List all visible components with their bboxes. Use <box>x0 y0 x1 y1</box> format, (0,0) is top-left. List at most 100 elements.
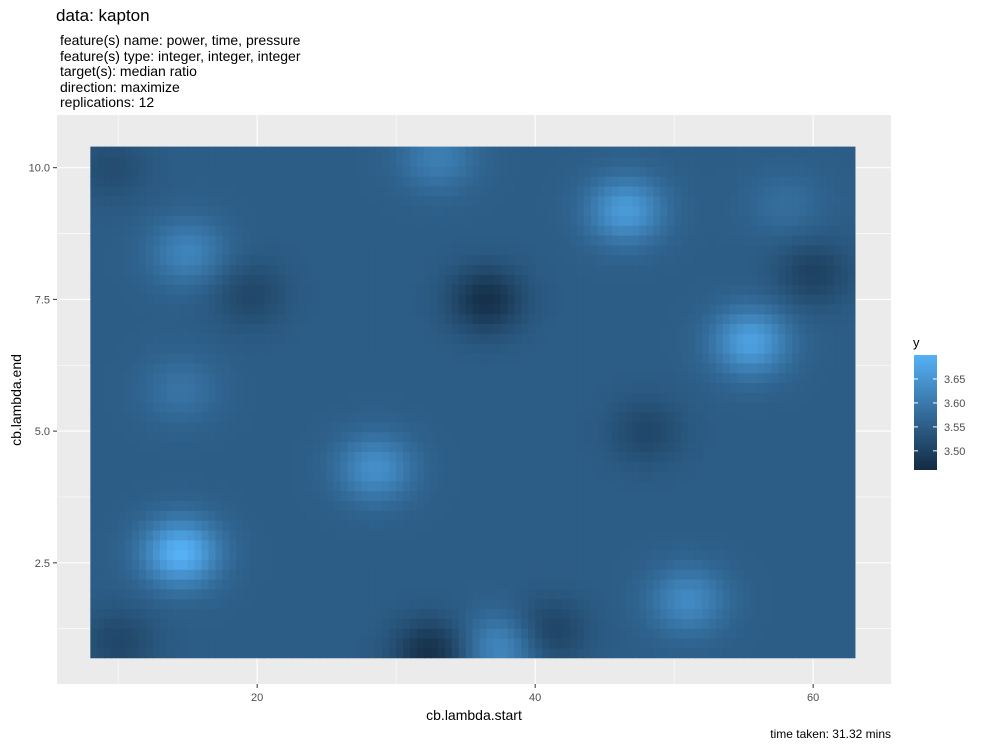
heatmap-cell <box>472 461 481 472</box>
heatmap-cell <box>507 156 515 167</box>
heatmap-cell <box>681 569 689 580</box>
heatmap-cell <box>750 539 759 551</box>
heatmap-cell <box>347 185 356 197</box>
heatmap-cell <box>305 431 314 443</box>
heatmap-cell <box>264 559 272 570</box>
heatmap-cell <box>611 628 620 639</box>
heatmap-cell <box>576 274 585 285</box>
heatmap-cell <box>556 451 564 462</box>
heatmap-cell <box>243 156 251 167</box>
heatmap-cell <box>569 372 578 384</box>
heatmap-cell <box>500 313 508 325</box>
heatmap-cell <box>229 313 237 325</box>
heatmap-cell <box>361 264 369 275</box>
heatmap-cell <box>653 490 661 502</box>
heatmap-cell <box>715 225 724 236</box>
heatmap-cell <box>729 402 738 413</box>
heatmap-cell <box>430 362 439 374</box>
heatmap-cell <box>430 225 439 236</box>
heatmap-cell <box>569 480 578 492</box>
heatmap-cell <box>201 185 210 197</box>
heatmap-cell <box>222 431 230 443</box>
heatmap-cell <box>236 195 244 207</box>
heatmap-cell <box>695 353 703 364</box>
heatmap-cell <box>660 372 668 384</box>
subtitle-line-feature-names: feature(s) name: power, time, pressure <box>60 32 301 48</box>
heatmap-cell <box>437 441 446 452</box>
heatmap-cell <box>653 559 661 570</box>
heatmap-cell <box>514 618 522 629</box>
heatmap-cell <box>695 195 703 207</box>
heatmap-cell <box>653 529 661 541</box>
heatmap-cell <box>97 195 105 207</box>
heatmap-cell <box>361 461 369 472</box>
heatmap-cell <box>152 392 161 403</box>
heatmap-cell <box>618 215 627 226</box>
heatmap-cell <box>674 421 682 433</box>
heatmap-cell <box>284 402 293 413</box>
heatmap-cell <box>639 608 647 619</box>
heatmap-cell <box>319 176 328 187</box>
heatmap-cell <box>528 461 536 472</box>
heatmap-cell <box>264 402 272 413</box>
heatmap-cell <box>597 608 606 619</box>
heatmap-cell <box>305 343 314 354</box>
heatmap-cell <box>180 569 189 580</box>
heatmap-cell <box>597 470 606 482</box>
heatmap-cell <box>458 185 467 197</box>
heatmap-cell <box>291 579 300 590</box>
heatmap-cell <box>152 628 161 639</box>
heatmap-cell <box>653 421 661 433</box>
heatmap-cell <box>430 176 439 187</box>
heatmap-cell <box>194 362 203 374</box>
heatmap-cell <box>396 372 404 384</box>
heatmap-cell <box>674 333 682 344</box>
heatmap-cell <box>403 185 411 197</box>
heatmap-cell <box>750 480 759 492</box>
heatmap-cell <box>326 647 335 659</box>
heatmap-cell <box>632 225 641 236</box>
heatmap-cell <box>118 549 126 560</box>
heatmap-cell <box>271 431 279 443</box>
heatmap-cell <box>556 500 564 511</box>
heatmap-cell <box>736 402 745 413</box>
heatmap-cell <box>451 362 460 374</box>
heatmap-cell <box>486 225 495 236</box>
heatmap-cell <box>451 470 460 482</box>
heatmap-cell <box>611 579 620 590</box>
heatmap-cell <box>229 225 237 236</box>
heatmap-cell <box>354 323 363 334</box>
heatmap-cell <box>653 618 661 629</box>
heatmap-cell <box>444 441 453 452</box>
heatmap-cell <box>173 598 182 610</box>
heatmap-cell <box>97 294 105 305</box>
heatmap-cell <box>417 549 425 560</box>
heatmap-cell <box>444 529 453 541</box>
heatmap-cell <box>423 529 432 541</box>
heatmap-cell <box>743 490 752 502</box>
heatmap-cell <box>695 402 703 413</box>
heatmap-cell <box>695 451 703 462</box>
heatmap-cell <box>201 205 210 217</box>
heatmap-cell <box>701 185 710 197</box>
heatmap-cell <box>243 569 251 580</box>
heatmap-cell <box>423 628 432 639</box>
heatmap-cell <box>451 579 460 590</box>
heatmap-cell <box>479 402 488 413</box>
heatmap-cell <box>701 323 710 334</box>
heatmap-cell <box>715 176 724 187</box>
heatmap-cell <box>118 470 126 482</box>
heatmap-cell <box>576 156 585 167</box>
heatmap-cell <box>729 529 738 541</box>
heatmap-cell <box>639 500 647 511</box>
heatmap-cell <box>632 244 641 256</box>
heatmap-cell <box>375 176 383 187</box>
heatmap-cell <box>319 156 328 167</box>
heatmap-cell <box>389 215 397 226</box>
heatmap-cell <box>604 647 613 659</box>
heatmap-cell <box>194 490 203 502</box>
heatmap-cell <box>97 461 105 472</box>
heatmap-cell <box>472 195 481 207</box>
heatmap-cell <box>507 215 515 226</box>
heatmap-cell <box>444 166 453 177</box>
